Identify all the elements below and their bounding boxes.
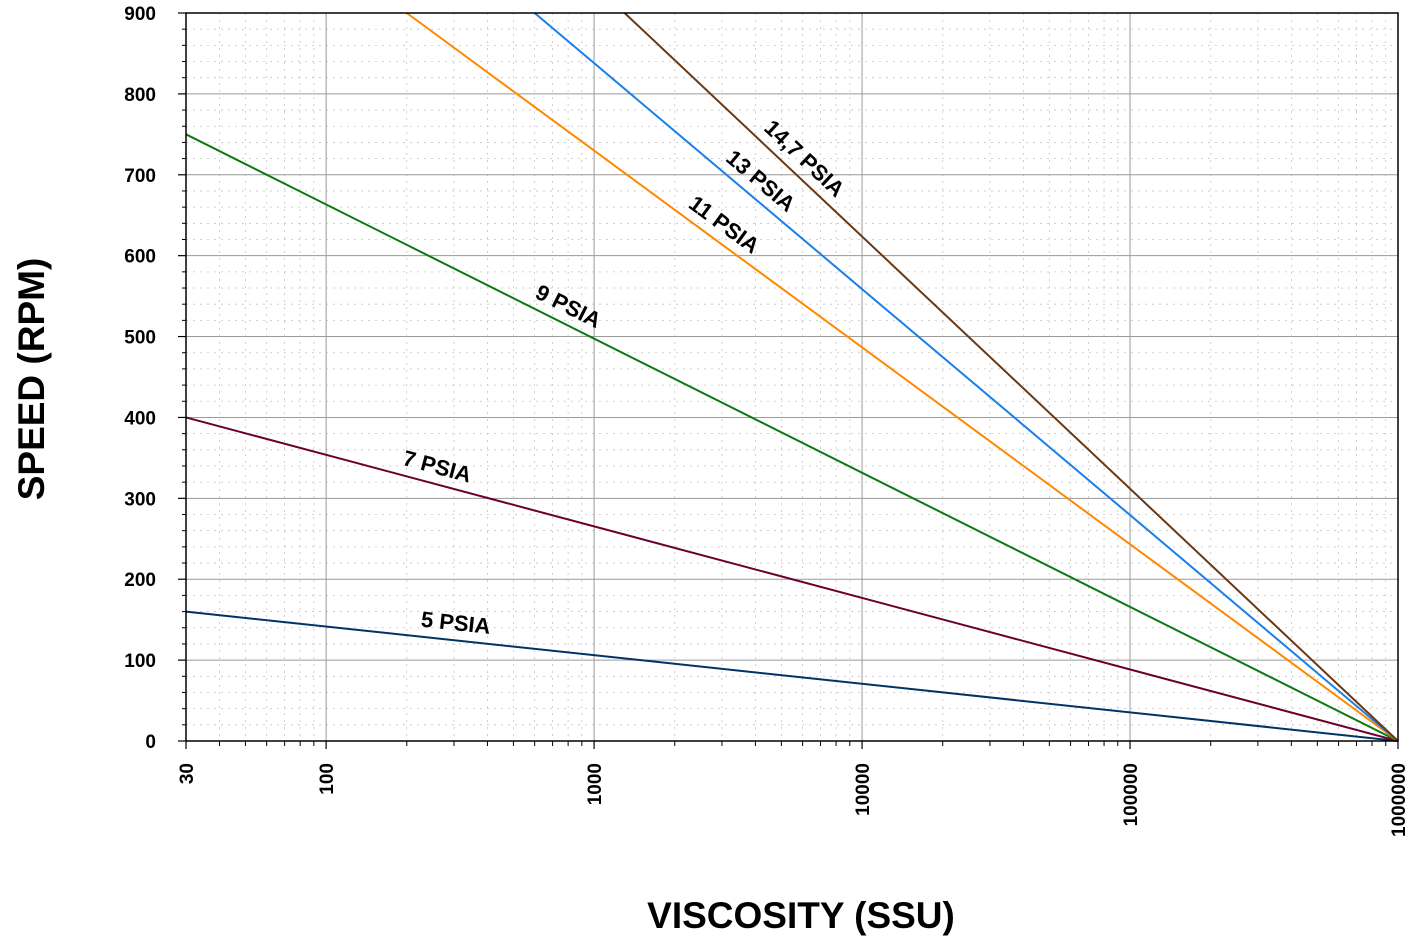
series-lines — [185, 12, 1399, 742]
series-label: 7 PSIA — [400, 445, 474, 487]
y-tick-label: 700 — [124, 166, 156, 187]
series-line — [185, 416, 1399, 742]
y-tick-labels: 0 100 200 300 400 500 600 700 800 900 — [124, 4, 156, 753]
major-grid — [186, 12, 1399, 742]
x-tick-label: 100000 — [1121, 763, 1142, 826]
series-line — [533, 12, 1399, 742]
series-line — [406, 12, 1399, 742]
x-tick-label: 10000 — [853, 763, 874, 816]
y-tick-label: 900 — [124, 4, 156, 25]
plot-frame — [185, 12, 1399, 742]
y-tick-label: 300 — [124, 489, 156, 510]
minor-grid — [185, 13, 1398, 741]
x-axis-title: VISCOSITY (SSU) — [647, 895, 955, 936]
series-line — [623, 12, 1399, 742]
axis-ticks — [178, 12, 1399, 749]
y-tick-label: 100 — [124, 651, 156, 672]
y-tick-label: 0 — [145, 732, 156, 753]
y-tick-label: 600 — [124, 247, 156, 268]
x-tick-labels: 30 100 1000 10000 100000 1000000 — [177, 763, 1410, 837]
x-tick-label: 1000000 — [1389, 763, 1410, 837]
x-tick-label: 30 — [177, 763, 198, 784]
series-line — [185, 610, 1399, 742]
x-tick-label: 100 — [317, 763, 338, 795]
y-tick-label: 800 — [124, 85, 156, 106]
y-tick-label: 200 — [124, 570, 156, 591]
x-tick-label: 1000 — [585, 763, 606, 805]
y-axis-title: SPEED (RPM) — [11, 258, 52, 501]
series-line — [185, 133, 1399, 742]
y-tick-label: 500 — [124, 328, 156, 349]
y-tick-label: 400 — [124, 408, 156, 429]
